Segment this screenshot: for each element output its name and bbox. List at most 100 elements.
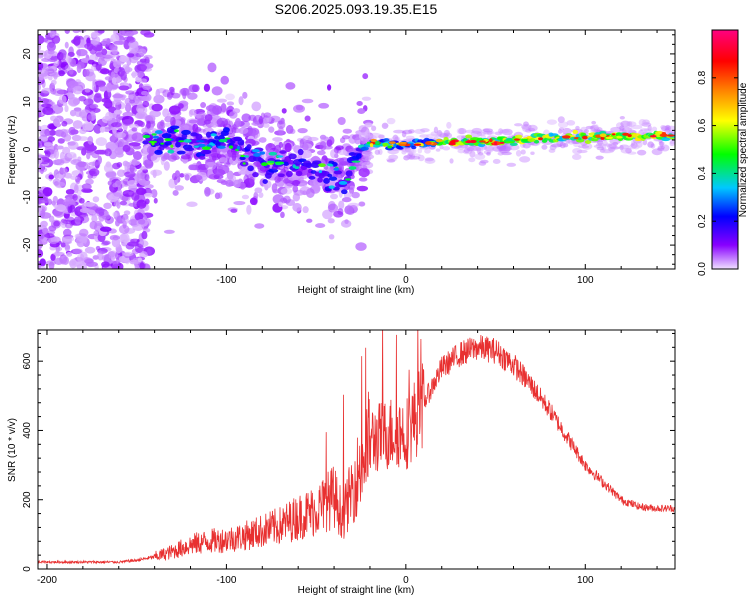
spectrogram-cell <box>552 142 561 147</box>
spectrogram-cell <box>361 155 372 162</box>
spectrogram-cell <box>572 147 583 155</box>
spectrogram-cell <box>146 249 152 255</box>
snr-x-ticks: -200 -100 0 100 <box>37 330 658 586</box>
spectrogram-cell <box>449 158 454 164</box>
spectrogram-cell <box>301 150 312 159</box>
spectrogram-cell <box>156 137 164 144</box>
spectrogram-cell <box>514 134 523 139</box>
spectrogram-cell <box>46 41 56 52</box>
spectrogram-cell <box>577 137 582 141</box>
spectrogram-cell <box>89 104 97 109</box>
spectrogram-cell <box>131 127 138 132</box>
spectrogram-cell <box>312 160 322 165</box>
spectrogram-cell <box>208 103 219 114</box>
spectrogram-cell <box>283 161 290 166</box>
spectrogram-cell <box>73 36 81 46</box>
spectrogram-cell <box>465 134 473 139</box>
spectrogram-cell <box>268 126 275 133</box>
spectrogram-cell <box>58 70 65 77</box>
spectrogram-cell <box>318 170 323 174</box>
spectrogram-cell <box>425 133 438 138</box>
spectrogram-cell <box>599 130 607 135</box>
spectrogram-cell <box>438 141 444 145</box>
spectrogram-cell <box>448 142 456 146</box>
spectrogram-cell <box>47 50 55 55</box>
spectrogram-cell <box>630 124 643 130</box>
spectrogram-cell <box>153 197 158 204</box>
spectrogram-cell <box>141 83 152 91</box>
spectrogram-cell <box>494 131 503 136</box>
spectrogram-cell <box>399 141 408 144</box>
spectrogram-cell <box>237 139 245 146</box>
spectrogram-cell <box>60 242 66 248</box>
spectrogram-cell <box>239 156 246 161</box>
spectrogram-cell <box>68 67 74 75</box>
spectrogram-cell <box>267 160 275 164</box>
spectrogram-cell <box>112 235 119 241</box>
spectrogram-cell <box>304 115 311 122</box>
spectrogram-cell <box>111 77 117 85</box>
spectrogram-cell <box>620 148 632 154</box>
spectrogram-cell <box>660 124 667 130</box>
spectrogram-cell <box>55 173 63 180</box>
spectrogram-cell <box>83 98 94 106</box>
spectrogram-cell <box>142 140 150 145</box>
spectrogram-cell <box>292 185 299 193</box>
spectrogram-cell <box>186 201 198 207</box>
spectrogram-cell <box>128 218 139 226</box>
spectrogram-cell <box>52 195 59 204</box>
spectrogram-cell <box>66 251 73 257</box>
spectrogram-cell <box>44 109 56 115</box>
spectrogram-cell <box>361 165 367 170</box>
spectrogram-cell <box>562 127 572 135</box>
spectrogram-cell <box>118 55 129 63</box>
spectrogram-cell <box>112 162 121 170</box>
spectrogram-cell <box>174 129 179 133</box>
spectrogram-cell <box>610 126 622 133</box>
spectrogram-cell <box>131 71 137 79</box>
spectrogram-cell <box>297 148 304 156</box>
spectrogram-cell <box>355 242 367 251</box>
spectrogram-cell <box>113 40 125 45</box>
spectrogram-cell <box>103 126 111 133</box>
spectrogram-cell <box>500 146 512 152</box>
spectrogram-cell <box>141 95 147 101</box>
spectrogram-cell <box>38 203 43 213</box>
spectrogram-cell <box>382 142 389 147</box>
spectrogram-cell <box>111 237 121 248</box>
spectrogram-cell <box>252 172 259 178</box>
spectrogram-cell <box>64 172 73 179</box>
spectrogram-cell <box>341 189 348 195</box>
spectrogram-cell <box>538 137 543 141</box>
spectrogram-cell <box>94 149 107 155</box>
spectrogram-cell <box>112 99 122 105</box>
spectrogram-cell <box>145 120 151 129</box>
spectrogram-cell <box>308 175 316 180</box>
spectrogram-cell <box>72 120 83 129</box>
spectrogram-cell <box>64 41 69 49</box>
spectrogram-cell <box>116 247 123 252</box>
spectrogram-cell <box>424 148 431 154</box>
spectrogram-cell <box>446 121 452 129</box>
spectrogram-cell <box>201 146 211 151</box>
spectrogram-cell <box>160 142 165 145</box>
spectrogram-cell <box>102 102 113 107</box>
spectrogram-cell <box>362 73 369 80</box>
spectrogram-cell <box>106 82 113 93</box>
spectrogram-cell <box>284 183 294 189</box>
spectrogram-cell <box>328 185 335 189</box>
spectrogram-cell <box>111 122 122 128</box>
spectrogram-cell <box>482 128 493 133</box>
spectrogram-cell <box>477 148 484 153</box>
spectrogram-cell <box>64 104 69 113</box>
spectrogram-cell <box>260 112 265 120</box>
spectrogram-cell <box>174 170 181 178</box>
spectrogram-cell <box>315 223 326 228</box>
spectrogram-cell <box>401 149 407 155</box>
spectrogram-cell <box>318 163 326 168</box>
snr-y-tick-label: 200 <box>22 491 33 508</box>
spectrogram-cell <box>50 253 56 262</box>
spectrogram-cell <box>139 251 148 258</box>
spectrogram-cell <box>417 148 423 154</box>
spectrogram-cell <box>285 124 294 134</box>
